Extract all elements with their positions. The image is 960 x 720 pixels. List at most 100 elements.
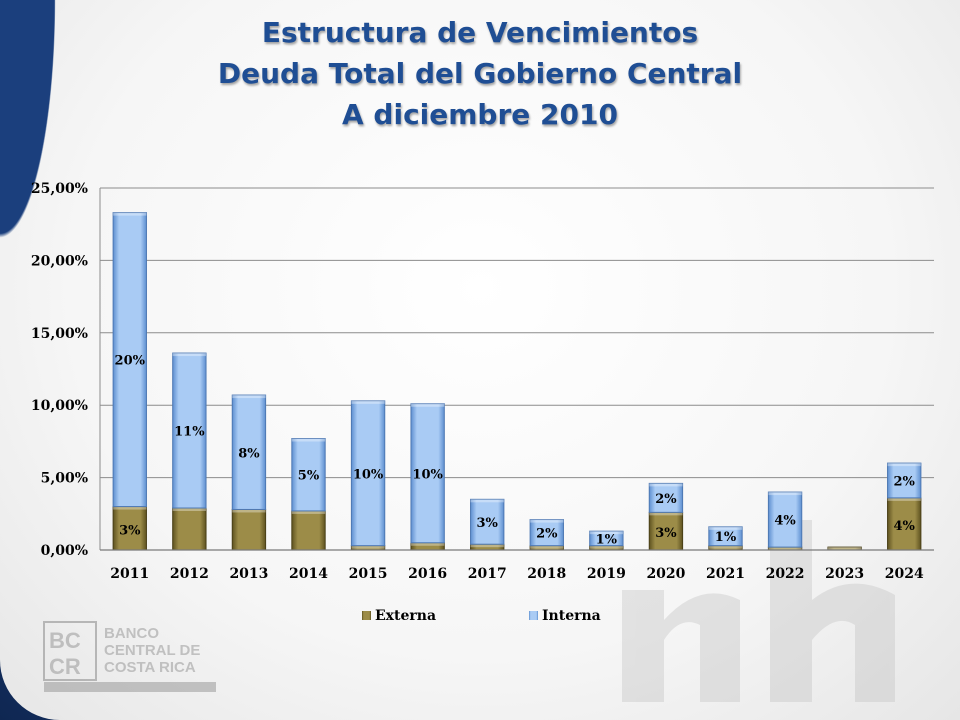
bar-interna-2016 bbox=[410, 403, 445, 544]
data-label-interna-2013: 8% bbox=[238, 446, 260, 461]
bar-cap-interna-2012 bbox=[172, 353, 207, 357]
y-tick-label: 5,00% bbox=[41, 471, 88, 487]
logo-line-3: COSTA RICA bbox=[104, 659, 196, 676]
bar-cap-interna-2019 bbox=[589, 531, 624, 535]
legend-label-externa: Externa bbox=[375, 608, 436, 624]
bar-interna-2021 bbox=[708, 526, 743, 547]
data-label-interna-2022: 4% bbox=[774, 514, 796, 529]
bar-cap-interna-2021 bbox=[708, 526, 743, 530]
bar-cap-interna-2011 bbox=[113, 212, 147, 216]
bar-cap-interna-2017 bbox=[470, 499, 504, 503]
data-label-interna-2024: 2% bbox=[894, 474, 916, 489]
x-tick-label: 2015 bbox=[349, 566, 388, 582]
bar-cap-externa-2018 bbox=[530, 545, 564, 549]
logo-initials-bottom: CR bbox=[49, 654, 81, 679]
bar-cap-externa-2023 bbox=[827, 547, 862, 550]
x-tick-label: 2017 bbox=[468, 566, 507, 582]
x-tick-label: 2019 bbox=[587, 566, 626, 582]
slide-corner bbox=[0, 0, 70, 300]
data-label-interna-2016: 10% bbox=[412, 467, 443, 482]
bar-interna-2011 bbox=[112, 212, 147, 508]
grid-lines bbox=[100, 187, 934, 551]
bar-externa-2013 bbox=[231, 508, 267, 551]
bar-interna-2013 bbox=[231, 394, 267, 510]
y-tick-label: 0,00% bbox=[41, 543, 88, 559]
bar-interna-2018 bbox=[529, 519, 564, 547]
legend: Externa Interna bbox=[362, 608, 601, 624]
bar-cap-interna-2020 bbox=[649, 483, 683, 487]
x-tick-label: 2021 bbox=[706, 566, 745, 582]
x-tick-label: 2018 bbox=[527, 566, 566, 582]
title-line-1: Estructura de Vencimientos bbox=[261, 16, 699, 49]
y-axis: 0,00% 5,00% 10,00% 15,00% 20,00% 25,00% bbox=[31, 181, 101, 559]
legend-swatch-interna bbox=[529, 611, 538, 620]
data-label-interna-2011: 20% bbox=[115, 354, 146, 369]
data-label-interna-2017: 3% bbox=[477, 516, 499, 531]
bar-cap-interna-2024 bbox=[887, 463, 921, 467]
bar-cap-externa-2014 bbox=[291, 510, 326, 514]
title-line-3: A diciembre 2010 bbox=[342, 98, 618, 131]
bar-cap-externa-2011 bbox=[113, 506, 147, 510]
y-tick-label: 25,00% bbox=[31, 181, 88, 197]
x-tick-label: 2012 bbox=[170, 566, 209, 582]
bccr-logo: BC CR BANCO CENTRAL DE COSTA RICA bbox=[43, 621, 216, 692]
bar-cap-externa-2022 bbox=[768, 547, 802, 550]
bar-cap-interna-2014 bbox=[291, 438, 326, 442]
bars bbox=[112, 212, 922, 551]
bar-cap-externa-2013 bbox=[232, 509, 266, 513]
bar-cap-interna-2022 bbox=[768, 492, 802, 496]
logo-line-2: CENTRAL DE bbox=[104, 642, 200, 659]
title-line-2: Deuda Total del Gobierno Central bbox=[217, 57, 743, 90]
bar-cap-interna-2018 bbox=[530, 519, 564, 523]
x-axis: 2011 2012 2013 2014 2015 2016 2017 2018 2019 2020… bbox=[100, 549, 934, 582]
bar-interna-2020 bbox=[648, 482, 684, 513]
page-title: Estructura de Vencimientos Deuda Total d… bbox=[0, 12, 960, 135]
logo-initials-top: BC bbox=[49, 628, 81, 653]
data-label-interna-2019: 1% bbox=[596, 532, 618, 547]
bar-interna-2012 bbox=[172, 352, 207, 509]
bar-cap-externa-2016 bbox=[410, 542, 445, 546]
bar-interna-2022 bbox=[767, 491, 803, 548]
x-tick-label: 2016 bbox=[408, 566, 447, 582]
bar-cap-interna-2016 bbox=[410, 403, 445, 407]
bar-interna-2015 bbox=[350, 400, 386, 547]
data-label-interna-2021: 1% bbox=[715, 530, 737, 545]
x-tick-label: 2022 bbox=[766, 566, 805, 582]
y-tick-label: 20,00% bbox=[31, 253, 88, 269]
x-tick-label: 2020 bbox=[646, 566, 685, 582]
x-tick-label: 2024 bbox=[885, 566, 924, 582]
data-label-interna-2018: 2% bbox=[536, 527, 558, 542]
data-label-interna-2014: 5% bbox=[298, 469, 320, 484]
data-label-interna-2015: 10% bbox=[353, 467, 384, 482]
x-tick-label: 2011 bbox=[110, 566, 149, 582]
bar-interna-2014 bbox=[291, 438, 326, 512]
bar-interna-2024 bbox=[887, 462, 922, 499]
bar-cap-externa-2015 bbox=[351, 545, 385, 549]
bar-interna-2019 bbox=[589, 530, 624, 547]
bar-cap-externa-2019 bbox=[589, 545, 624, 549]
data-label-interna-2012: 11% bbox=[174, 425, 205, 440]
y-tick-label: 15,00% bbox=[31, 326, 88, 342]
y-tick-label: 10,00% bbox=[31, 398, 88, 414]
x-tick-label: 2014 bbox=[289, 566, 328, 582]
bar-cap-externa-2024 bbox=[887, 497, 921, 501]
data-label-externa-2020: 3% bbox=[655, 526, 677, 541]
bar-cap-externa-2021 bbox=[708, 545, 743, 549]
bar-cap-externa-2020 bbox=[649, 512, 683, 516]
bar-cap-interna-2013 bbox=[232, 395, 266, 399]
legend-swatch-externa bbox=[362, 611, 371, 620]
x-tick-label: 2013 bbox=[229, 566, 268, 582]
bar-cap-interna-2015 bbox=[351, 400, 385, 404]
bar-interna-2017 bbox=[470, 498, 505, 545]
bar-cap-externa-2017 bbox=[470, 544, 504, 548]
legend-label-interna: Interna bbox=[542, 608, 601, 624]
data-labels: 3% 20% 11% 8% 5% 10% 10% 3% 2% 1% 3% 2% 1% 4% 4% 2% bbox=[115, 354, 916, 548]
bar-externa-2020 bbox=[648, 511, 684, 551]
logo-line-1: BANCO bbox=[104, 625, 159, 642]
bar-externa-2014 bbox=[291, 510, 326, 551]
data-label-interna-2020: 2% bbox=[655, 492, 677, 507]
x-tick-label: 2023 bbox=[825, 566, 864, 582]
data-label-externa-2024: 4% bbox=[894, 519, 916, 534]
